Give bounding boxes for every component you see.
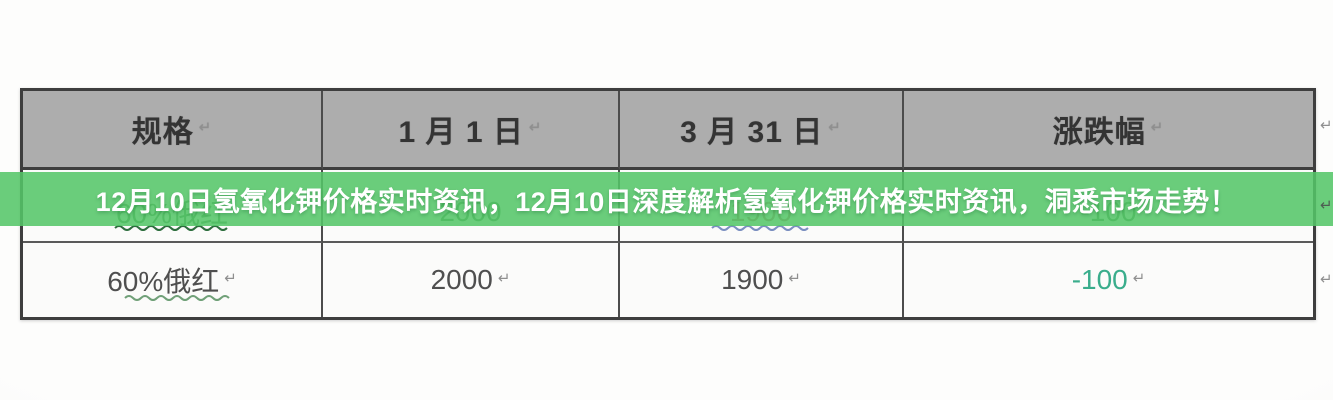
return-mark-icon: ↵ [1150,119,1165,136]
table-row-cell-mar31: 1900 ↵ [620,243,904,317]
header-label-mar31: 3 月 31 日 [680,116,824,149]
return-mark-icon: ↵ [528,119,543,136]
header-label-spec: 规格 [131,116,194,149]
return-mark-icon: ↵ [497,270,511,287]
return-mark-icon: ↵ [198,119,213,136]
squiggle-underline-icon [711,225,809,231]
table-row-cell-change: -100 ↵ [904,243,1313,317]
return-mark-icon: ↵ [224,270,237,287]
header-label-jan1: 1 月 1 日 [398,116,524,149]
header-cell-mar31: 3 月 31 日 ↵ [620,91,904,170]
jan1-value: 2000 [430,264,493,295]
change-value: -100 [1071,264,1128,295]
mar31-value: 1900 [721,264,784,295]
spec-value: 60%俄红 [107,266,220,297]
row-end-mark-icon: ↵ [1320,271,1333,288]
header-label-change: 涨跌幅 [1052,116,1146,149]
squiggle-underline-icon [114,225,228,231]
squiggle-underline-icon [124,295,230,301]
row-end-mark-icon: ↵ [1320,197,1333,214]
return-mark-icon: ↵ [788,270,801,287]
table-row-cell-jan1: 2000 ↵ [323,243,620,317]
table-row-cell-spec: 60%俄红 ↵ [23,243,323,317]
return-mark-icon: ↵ [828,119,842,136]
header-cell-change: 涨跌幅 ↵ [904,91,1313,170]
header-cell-jan1: 1 月 1 日 ↵ [323,91,620,170]
row-end-mark-icon: ↵ [1320,117,1333,134]
banner-title: 12月10日氢氧化钾价格实时资讯，12月10日深度解析氢氧化钾价格实时资讯，洞悉… [95,186,1238,217]
return-mark-icon: ↵ [1132,270,1146,287]
title-banner: 12月10日氢氧化钾价格实时资讯，12月10日深度解析氢氧化钾价格实时资讯，洞悉… [0,172,1333,226]
header-cell-spec: 规格 ↵ [23,91,323,170]
